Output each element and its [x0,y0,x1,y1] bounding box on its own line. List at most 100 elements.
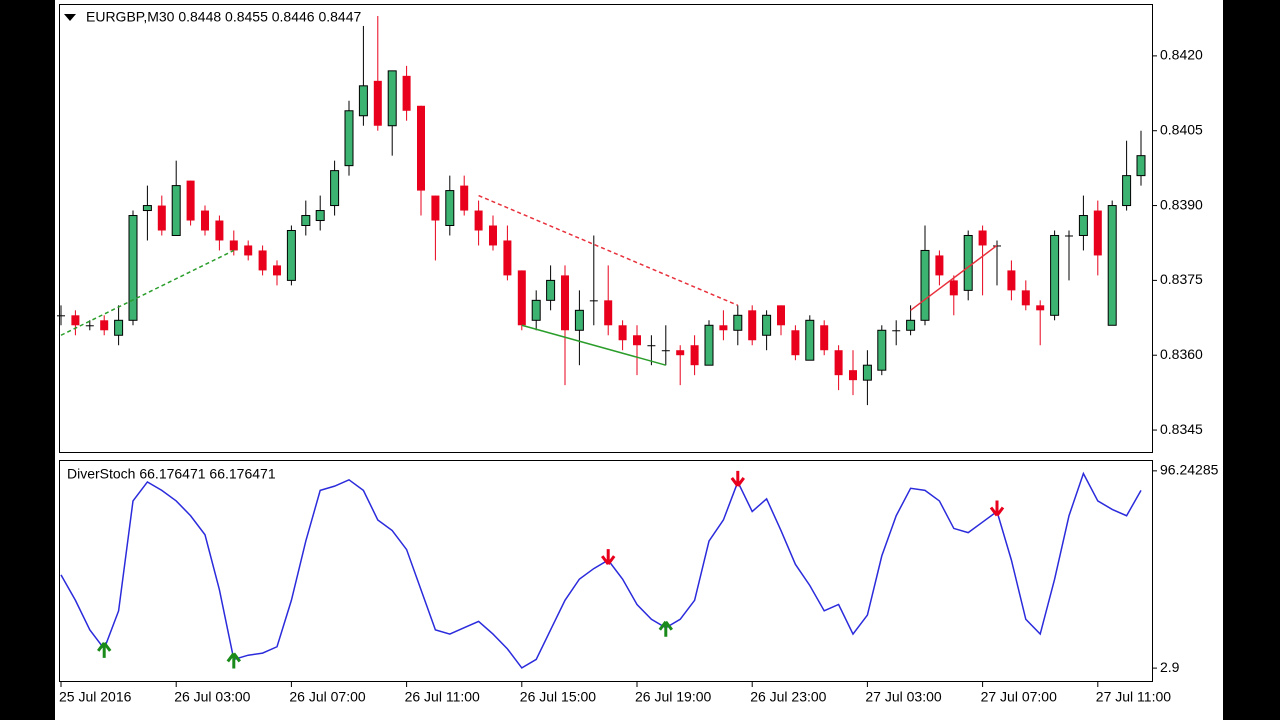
candle-body [460,185,469,211]
candle-body [358,85,368,117]
candle-body [445,190,455,227]
x-tick-label: 26 Jul 03:00 [174,689,250,705]
candle-body [661,350,670,352]
candle-body [273,265,281,276]
indicator-line [60,471,1142,669]
candle-body [546,279,556,301]
y-tick-label: 0.8345 [1160,421,1203,437]
buy-arrow [226,652,241,669]
indicator-title: DiverStoch 66.176471 66.176471 [67,466,276,482]
candle-body [877,329,887,371]
candle-body [114,319,124,336]
candle-body [862,364,872,381]
indicator-pane [59,460,1153,682]
candle-body [1093,210,1102,256]
candle-body [574,309,584,331]
terminal-area [55,0,1223,720]
candle-body [949,280,958,296]
candle-body [920,249,930,321]
candle-body [387,70,397,127]
sell-arrow [730,470,745,487]
candle-body [474,210,483,231]
candle-body [373,80,382,126]
y-tick-label: 0.8375 [1160,271,1203,287]
candle-body [849,370,857,381]
x-tick-label: 27 Jul 03:00 [865,689,941,705]
menu-triangle[interactable] [64,14,76,21]
candle-body [820,325,829,351]
candle-body [892,330,901,332]
candle-body [330,170,340,207]
candle-body [1021,290,1030,306]
candle-body [647,345,656,347]
candle-body [531,299,541,321]
candle-body [676,350,685,356]
sell-arrow [601,549,616,566]
sell-arrow [989,500,1005,517]
candle-body [561,275,569,331]
candle-body [71,315,80,326]
candle-body [286,229,296,281]
candle-body [704,324,714,366]
candle-body [1050,234,1060,316]
candle-body [906,319,916,331]
candle-body [100,320,109,331]
y-tick-label: 0.8390 [1160,196,1203,212]
y-tick-label: 2.9 [1160,659,1180,675]
candle-body [142,205,152,212]
candle-body [517,270,526,326]
candle-body [1036,305,1045,311]
candle-body [157,205,166,231]
candle-body [186,180,195,221]
candle-body [834,350,843,376]
candle-body [589,300,598,302]
x-tick-label: 26 Jul 15:00 [520,689,596,705]
candle-body [805,319,815,361]
candle-body [935,255,944,276]
x-tick-label: 26 Jul 11:00 [405,689,480,705]
x-tick-label: 27 Jul 07:00 [981,689,1057,705]
candle-body [201,210,209,231]
y-tick-label: 96.24285 [1160,462,1219,478]
buy-arrow [97,641,112,658]
candle-body [618,325,627,341]
candle-body [258,250,267,271]
candle-body [402,75,411,111]
candle-body [963,234,973,291]
candle-body [128,215,138,321]
candle-body [1122,175,1132,207]
y-tick-label: 0.8405 [1160,121,1203,137]
candle-body [229,240,238,251]
candle-body [431,195,440,221]
x-tick-label: 25 Jul 2016 [59,689,132,705]
candle-body [417,105,425,191]
candle-body [690,345,699,366]
candle-body [215,220,224,241]
trendline [478,194,739,307]
price-pane [59,4,1153,453]
x-tick-label: 26 Jul 19:00 [635,689,711,705]
candle-body [503,240,512,276]
x-tick-label: 27 Jul 11:00 [1096,689,1171,705]
price-title: EURGBP,M30 0.8448 0.8455 0.8446 0.8447 [86,9,361,25]
candle-body [344,110,354,167]
candle-body [978,230,987,246]
candle-body [719,325,728,331]
candle-body [1107,205,1117,326]
trendline [910,244,998,311]
x-tick-label: 26 Jul 07:00 [289,689,365,705]
x-tick-label: 26 Jul 23:00 [750,689,826,705]
candle-body [777,305,785,326]
candle-body [1078,215,1088,236]
candle-body [57,315,65,317]
y-tick-label: 0.8360 [1160,346,1203,362]
trendline [521,324,667,366]
candle-body [762,314,772,336]
candle-body [1065,235,1073,237]
candle-body [604,300,613,326]
candle-body [244,245,253,256]
candle-body [301,215,311,227]
candle-body [1136,155,1146,177]
